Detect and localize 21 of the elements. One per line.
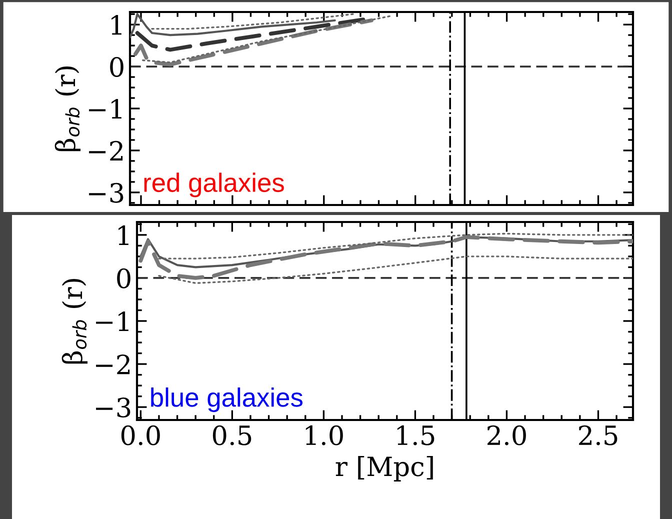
y-tick-label: 1 <box>118 225 128 245</box>
y-tick-label: 0 <box>110 56 124 77</box>
x-axis-title: r [Mpc] <box>336 456 433 482</box>
y-tick-label: −1 <box>89 98 122 119</box>
y-tick-label: −3 <box>96 398 130 418</box>
y-tick-label: −2 <box>89 140 123 160</box>
x-tick-label: 0.5 <box>212 425 252 446</box>
y-tick-label: −1 <box>96 311 128 332</box>
x-tick-label: 0.0 <box>121 425 160 446</box>
y-axis-title: β$_{orb}$ (r) <box>54 66 80 152</box>
x-tick-label: 2.0 <box>488 425 526 446</box>
y-tick-label: 1 <box>112 15 122 35</box>
y-tick-label: −2 <box>96 354 130 374</box>
y-tick-label: −3 <box>89 182 124 203</box>
x-tick-label: 2.5 <box>579 425 618 446</box>
y-axis-title: β$_{orb}$ (r) <box>62 278 88 364</box>
x-tick-label: 1.0 <box>306 425 343 446</box>
x-tick-label: 1.5 <box>397 425 434 446</box>
annotation: blue galaxies <box>151 387 302 412</box>
y-tick-label: 0 <box>117 268 130 288</box>
annotation: red galaxies <box>144 172 284 198</box>
